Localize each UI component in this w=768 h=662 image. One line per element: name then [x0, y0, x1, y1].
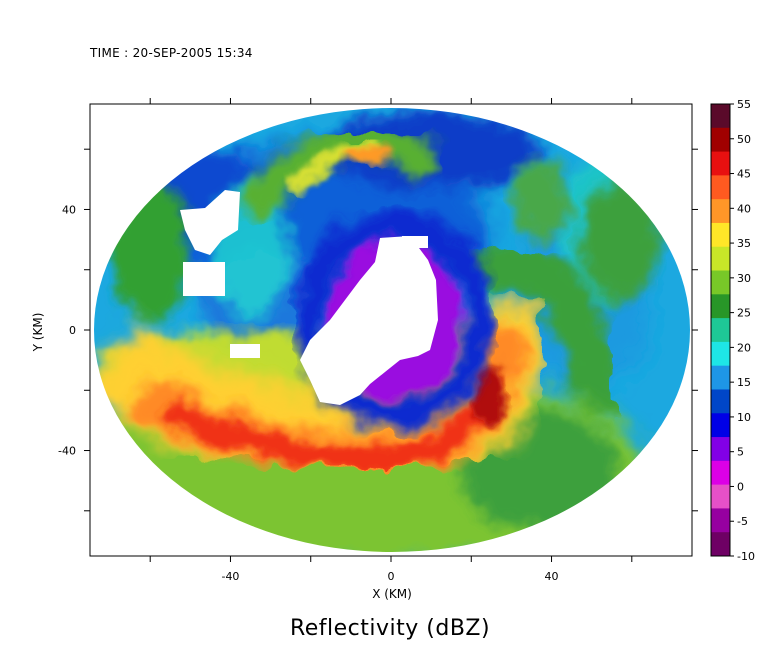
colorbar-segment [711, 246, 730, 272]
colorbar-segment [711, 294, 730, 319]
colorbar-segment [711, 222, 730, 248]
colorbar-segment [711, 175, 730, 200]
colorbar-label: 55 [737, 98, 751, 111]
colorbar-label: 10 [737, 411, 751, 424]
colorbar-label: -5 [737, 515, 748, 528]
colorbar-label: 45 [737, 168, 751, 181]
colorbar-segment [711, 127, 730, 153]
y-tick-label: -40 [58, 445, 76, 458]
colorbar-segment [711, 437, 730, 462]
x-tick-label: -40 [221, 570, 239, 583]
colorbar-segment [711, 532, 730, 557]
colorbar-label: 25 [737, 307, 751, 320]
x-tick-label: 40 [545, 570, 559, 583]
colorbar-segment [711, 270, 730, 295]
colorbar-label: -10 [737, 550, 755, 563]
y-axis-label: Y (KM) [31, 313, 45, 353]
colorbar-label: 0 [737, 480, 744, 493]
colorbar-label: 30 [737, 272, 751, 285]
colorbar-label: 35 [737, 237, 751, 250]
x-tick-label: 0 [388, 570, 395, 583]
colorbar-frame [710, 103, 731, 557]
colorbar-segment [711, 413, 730, 438]
colorbar-segment [711, 318, 730, 343]
colorbar-segment [711, 151, 730, 176]
radar-field [94, 108, 690, 552]
colorbar-segment [711, 365, 730, 390]
colorbar-label: 50 [737, 133, 751, 146]
colorbar-label: 40 [737, 202, 751, 215]
chart-title: Reflectivity (dBZ) [289, 616, 491, 641]
colorbar-segment [711, 508, 730, 533]
y-tick-label: 0 [69, 324, 76, 337]
x-axis-label: X (KM) [372, 587, 412, 601]
eye-no-data [300, 236, 438, 405]
colorbar-segment [711, 484, 730, 509]
axis-ticks: -40 0 40 -40 0 40 [58, 98, 698, 583]
colorbar-label: 5 [737, 446, 744, 459]
colorbar-segment [711, 104, 730, 129]
colorbar-segment [711, 460, 730, 486]
time-label: TIME : 20-SEP-2005 15:34 [90, 46, 253, 60]
colorbar-label: 15 [737, 376, 751, 389]
colorbar-label: 20 [737, 341, 751, 354]
colorbar-segment [711, 341, 730, 367]
colorbar-segment [711, 199, 730, 224]
colorbar-segment [711, 389, 730, 414]
y-tick-label: 40 [62, 203, 76, 216]
